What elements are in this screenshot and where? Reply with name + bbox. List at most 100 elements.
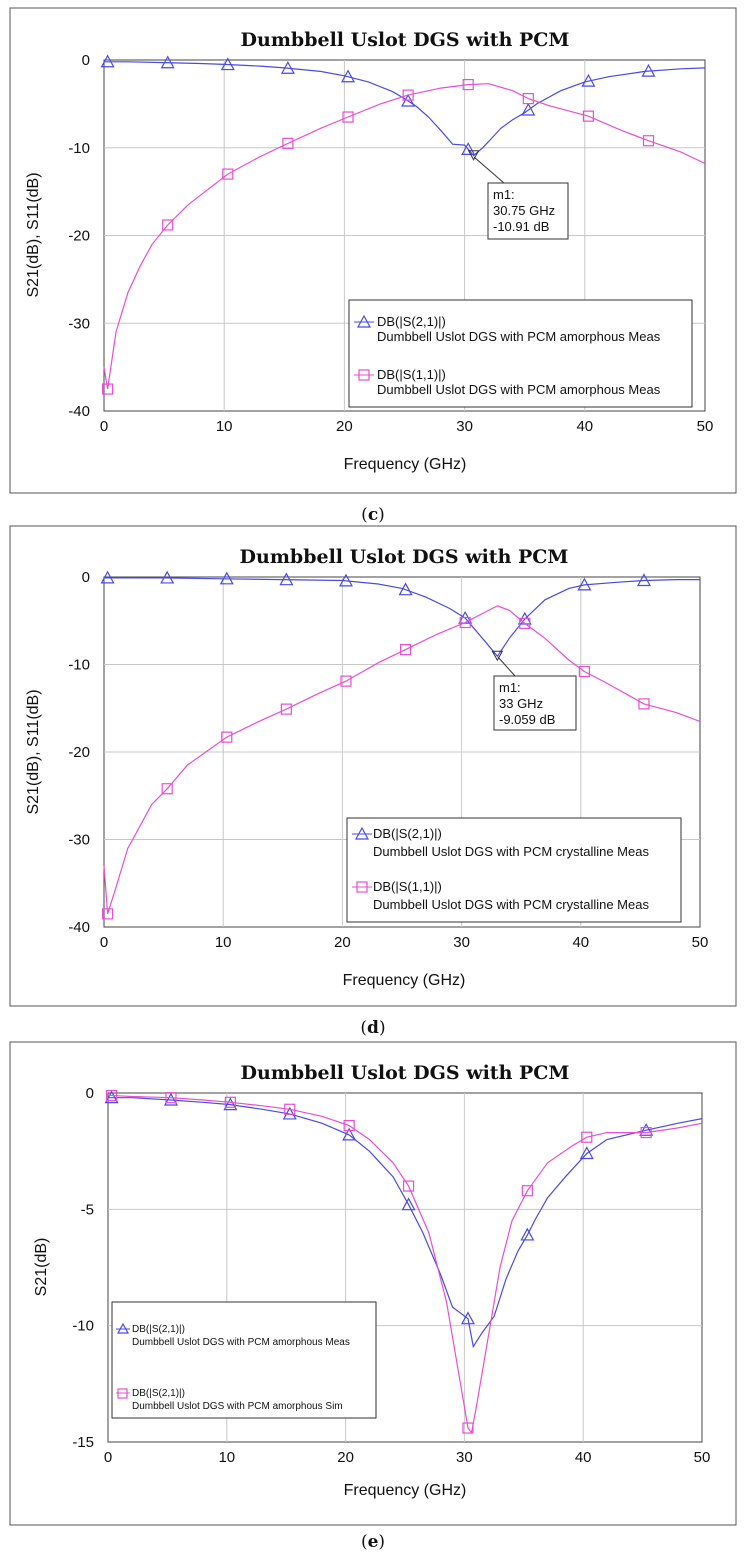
x-tick-label: 40 <box>576 418 593 435</box>
data-point-triangle <box>160 55 175 69</box>
y-tick-label: 0 <box>82 52 90 69</box>
y-tick-label: -10 <box>72 1318 94 1335</box>
data-point-square <box>638 698 650 710</box>
legend-label: DB(|S(2,1)|) <box>132 1388 185 1399</box>
x-tick-label: 20 <box>336 418 353 435</box>
data-point-square <box>459 616 471 629</box>
legend: DB(|S(2,1)|) Dumbbell Uslot DGS with PCM… <box>111 1301 377 1419</box>
data-point-triangle <box>398 582 413 596</box>
marker-id: m1: <box>499 680 521 695</box>
callout-leader-line <box>497 656 516 677</box>
data-point-triangle <box>577 577 592 591</box>
chart-title: Dumbbell Uslot DGS with PCM <box>241 29 570 51</box>
marker-value: -9.059 dB <box>499 712 555 727</box>
square-marker-icon <box>358 369 370 381</box>
chart-title: Dumbbell Uslot DGS with PCM <box>240 546 569 568</box>
legend-entry-s11: DB(|S(1,1)|) Dumbbell Uslot DGS with PCM… <box>354 367 661 397</box>
x-tick-label: 50 <box>697 418 714 435</box>
data-point-triangle <box>641 63 656 77</box>
data-point-triangle <box>639 1122 654 1136</box>
y-axis-label: S21(dB), S11(dB) <box>25 172 42 297</box>
triangle-marker-icon <box>116 1322 130 1334</box>
y-tick-label: 0 <box>82 569 90 586</box>
x-tick-label: 10 <box>218 1449 235 1466</box>
square-marker-icon <box>356 881 368 893</box>
data-point-triangle <box>104 1090 119 1104</box>
data-point-square <box>581 1131 593 1143</box>
data-point-square <box>522 93 534 105</box>
data-point-triangle <box>220 57 235 71</box>
data-point-square <box>521 1185 533 1197</box>
legend-label: DB(|S(2,1)|) <box>377 314 446 329</box>
data-point-triangle <box>219 571 234 585</box>
data-point-square <box>640 1126 652 1139</box>
data-point-triangle <box>338 573 353 587</box>
y-axis-label: S21(dB) <box>33 1238 50 1297</box>
data-point-triangle <box>160 570 175 584</box>
data-point-square <box>519 617 531 629</box>
data-point-square <box>343 1119 355 1132</box>
x-axis-label: Frequency (GHz) <box>343 972 466 989</box>
data-point-square <box>165 1092 177 1104</box>
data-point-square <box>105 1089 118 1102</box>
data-point-square <box>280 703 292 715</box>
y-tick-label: -20 <box>68 744 90 761</box>
figure-caption: (d) <box>360 1018 385 1038</box>
x-axis-label: Frequency (GHz) <box>344 1482 467 1499</box>
data-point-triangle <box>340 69 356 83</box>
marker-point <box>467 150 480 161</box>
data-point-triangle <box>520 1227 535 1241</box>
caption-letter: e <box>368 1532 379 1552</box>
x-tick-label: 0 <box>100 934 108 951</box>
legend-entry-s21: DB(|S(2,1)|) Dumbbell Uslot DGS with PCM… <box>352 826 649 859</box>
callout-leader-line <box>473 156 505 184</box>
marker-frequency: 33 GHz <box>499 696 543 711</box>
data-point-square <box>462 1422 474 1434</box>
data-point-square <box>578 665 590 678</box>
y-tick-label: -10 <box>68 140 90 157</box>
x-tick-label: 30 <box>456 418 473 435</box>
y-tick-label: -40 <box>68 919 90 936</box>
legend-entry-meas: DB(|S(2,1)|) Dumbbell Uslot DGS with PCM… <box>116 1322 350 1348</box>
legend-box <box>111 1301 377 1419</box>
x-tick-label: 10 <box>216 418 233 435</box>
y-tick-label: -5 <box>81 1201 94 1218</box>
marker-callout: m1: 30.75 GHz -10.91 dB <box>473 156 569 240</box>
marker-point <box>491 650 504 662</box>
x-tick-label: 0 <box>100 418 108 435</box>
x-tick-label: 50 <box>694 1449 711 1466</box>
legend-entry-sim: DB(|S(2,1)|) Dumbbell Uslot DGS with PCM… <box>116 1388 343 1412</box>
legend-entry-s21: DB(|S(2,1)|) Dumbbell Uslot DGS with PCM… <box>354 314 661 344</box>
legend-sublabel: Dumbbell Uslot DGS with PCM amorphous Me… <box>132 1337 350 1348</box>
series-line-1 <box>107 1094 703 1435</box>
y-tick-label: -40 <box>68 403 90 420</box>
data-point-triangle <box>342 1127 357 1141</box>
chart-panel-c: Dumbbell Uslot DGS with PCM Frequency (G… <box>9 7 737 525</box>
data-point-square <box>582 110 595 122</box>
legend-entry-s11: DB(|S(1,1)|) Dumbbell Uslot DGS with PCM… <box>352 879 649 912</box>
x-tick-label: 10 <box>215 934 232 951</box>
square-marker-icon <box>117 1388 128 1399</box>
data-point-square <box>340 675 352 687</box>
legend-label: DB(|S(1,1)|) <box>373 879 442 894</box>
marker-frequency: 30.75 GHz <box>493 203 555 218</box>
x-tick-label: 40 <box>575 1449 592 1466</box>
data-point-triangle <box>401 1197 416 1211</box>
data-point-triangle <box>460 1311 475 1325</box>
plot-area: 0 10 20 30 40 50 0 -5 -10 -15 <box>72 1085 710 1466</box>
data-point-square <box>402 89 414 101</box>
data-point-triangle <box>521 102 536 116</box>
y-tick-label: 0 <box>86 1085 94 1102</box>
data-point-square <box>221 731 233 743</box>
series-line-0 <box>104 577 700 658</box>
callout-box <box>487 182 569 240</box>
data-point-square <box>102 383 114 395</box>
legend: DB(|S(2,1)|) Dumbbell Uslot DGS with PCM… <box>346 817 682 923</box>
data-point-square <box>342 111 354 123</box>
chart-panel-e: Dumbbell Uslot DGS with PCM Frequency (G… <box>9 1041 737 1552</box>
chart-title: Dumbbell Uslot DGS with PCM <box>241 1062 570 1084</box>
y-tick-label: -15 <box>72 1434 94 1451</box>
legend-sublabel: Dumbbell Uslot DGS with PCM crystalline … <box>373 844 649 859</box>
data-point-triangle <box>579 1146 594 1160</box>
